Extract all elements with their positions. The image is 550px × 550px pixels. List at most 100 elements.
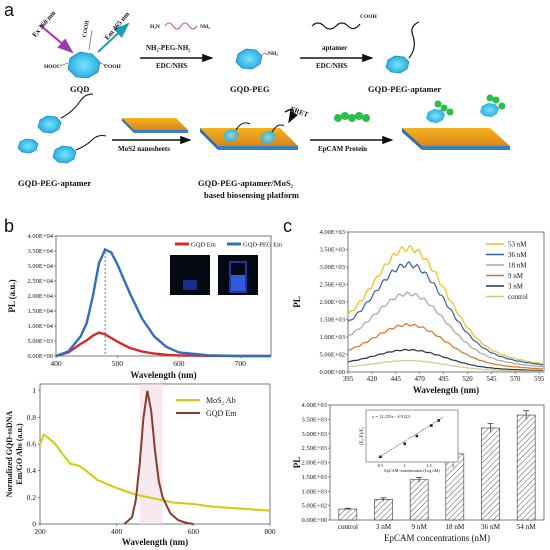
y-tick-label: 0.6 — [27, 440, 37, 449]
emission-arrow — [97, 22, 130, 53]
x-tick-label: 420 — [367, 376, 378, 383]
inset-point-1 — [379, 455, 382, 459]
x-tick-label: 495 — [439, 376, 450, 383]
x-tick-label: 9 nM — [411, 523, 427, 531]
mos2-platform — [200, 122, 298, 150]
x-tick-label: 445 — [391, 376, 402, 383]
bar-6 — [516, 414, 536, 521]
mos2-label: MoS2 nanosheets — [118, 145, 170, 153]
x-axis-label: EpCAM concentrations (nM) — [384, 533, 490, 543]
y-tick-label: 2.50E+03 — [301, 445, 327, 452]
x-tick-label: 395 — [343, 376, 354, 383]
y-tick-label: 0.2 — [27, 493, 37, 502]
x-tick-label: 54 nM — [517, 523, 537, 531]
x-axis-label: Wavelength (nm) — [130, 370, 196, 380]
x-tick-label: control — [338, 523, 358, 531]
coupling-label-1: EDC/NHS — [156, 62, 188, 70]
inset-x-tick: 1.5 — [426, 463, 432, 468]
x-tick-label: 595 — [534, 376, 545, 383]
bar-4 — [445, 453, 465, 521]
bar-2 — [374, 498, 393, 521]
legend-label-3: 18 nM — [508, 262, 527, 270]
x-tick-label: 400 — [111, 527, 123, 536]
x-tick-label: 520 — [462, 376, 473, 383]
legend-label-1: MoS₂ Ab — [206, 396, 236, 405]
gqd-peg-aptamer-label-2: GQD-PEG-aptamer — [18, 178, 92, 188]
inset-point-3 — [415, 434, 419, 438]
panel-letter-b: b — [4, 216, 15, 236]
x-tick-label: 600 — [173, 359, 185, 368]
y-tick-label: 5.00E+02 — [301, 503, 327, 510]
x-tick-label: 400 — [50, 359, 62, 368]
x-tick-label: 800 — [264, 527, 276, 536]
y-tick-label: 4.00E+04 — [27, 233, 53, 240]
gqd-peg-aptamer-label: GQD-PEG-aptamer — [368, 84, 442, 94]
inset-fit-line — [377, 416, 444, 459]
inset-point-5 — [437, 419, 440, 422]
inset-x-tick: 1 — [404, 463, 406, 468]
x-tick-label: 500 — [112, 359, 124, 368]
panel-letter-a: a — [4, 0, 15, 20]
y-tick-label: 2.50E+03 — [319, 282, 345, 289]
nh2-label: NH₂ — [200, 24, 210, 30]
cooh-label-2: COOH — [104, 64, 121, 70]
coupling-label-2: EDC/NHS — [316, 62, 348, 70]
y-tick-label: 0.00E+00 — [27, 353, 53, 360]
x-tick-label: 18 nM — [445, 523, 465, 531]
x-tick-label: 700 — [235, 359, 247, 368]
aptamer-label: aptamer — [322, 44, 348, 52]
legend-label-2: 36 nM — [508, 251, 527, 259]
y-tick-label: 1.50E+03 — [301, 474, 327, 481]
y-tick-label: 2.00E+04 — [27, 293, 53, 300]
gqd-label: GQD — [70, 84, 90, 94]
inset-x-label: EpCAM concentration (Log nM) — [384, 468, 440, 473]
bar-3 — [409, 479, 429, 521]
y-axis-label: PL — [292, 457, 302, 469]
cooh-aptamer-label: COOH — [360, 14, 377, 20]
hooc-label: HOOC — [44, 64, 61, 70]
x-tick-label: 600 — [188, 527, 200, 536]
series-line-5 — [347, 348, 543, 372]
inset-y-label: (F₀-F)/F₀ — [360, 427, 365, 445]
y-tick-label: 4.00E+03 — [301, 402, 327, 409]
scheme-diagram — [17, 21, 510, 164]
y-tick-label: 1.00E+04 — [27, 323, 53, 330]
fret-arrow — [284, 108, 299, 124]
bar-5 — [481, 427, 500, 521]
y-axis-label-1: Normalized GQD-ssDNA — [5, 411, 14, 498]
y-axis-label-2: Em/GO Abs (a.u.) — [15, 423, 24, 485]
series-line-4 — [347, 323, 543, 370]
x-axis-label: Wavelength (nm) — [413, 385, 479, 395]
y-axis-label: PL (a.u.) — [7, 279, 17, 312]
panel-letter-c: c — [283, 216, 292, 236]
y-tick-label: 0.4 — [27, 466, 37, 475]
linker-reagent-label: NH₂-PEG-NH₂ — [146, 44, 191, 52]
gqd-peg-label: GQD-PEG — [230, 84, 270, 94]
vial-glow-2 — [231, 275, 245, 291]
aptamer-strand — [311, 22, 361, 30]
y-tick-label: 3.00E+04 — [27, 263, 53, 270]
nh2-product-label: NH₂ — [268, 51, 278, 57]
gqd-particle — [67, 51, 101, 79]
legend-label-2: GQD Em — [206, 409, 237, 418]
y-tick-label: 2.00E+03 — [319, 299, 345, 306]
y-tick-label: 3.50E+03 — [319, 247, 345, 254]
platform-label-1: GQD-PEG-aptamer/MoS₂ — [198, 178, 294, 188]
y-tick-label: 0.00E+00 — [319, 369, 345, 376]
y-tick-label: 1.50E+03 — [319, 317, 345, 324]
y-tick-label: 5.00E+03 — [27, 338, 53, 345]
legend-label-4: 9 nM — [508, 272, 524, 280]
x-tick-label: 545 — [486, 376, 497, 383]
inset-equation: y = 12.255x - 4.9123 — [372, 414, 411, 419]
x-axis-label: Wavelength (nm) — [122, 537, 188, 547]
h2n-label: H₂N — [150, 24, 160, 30]
x-tick-label: 36 nM — [481, 523, 501, 531]
inset-frame — [365, 409, 459, 463]
y-tick-label: 3.50E+03 — [301, 416, 327, 423]
series-line-1 — [347, 245, 544, 365]
y-tick-label: 1 — [32, 386, 36, 395]
inset-point-4 — [430, 424, 433, 427]
series-line-1 — [39, 433, 271, 512]
inset-point-2 — [403, 442, 407, 446]
